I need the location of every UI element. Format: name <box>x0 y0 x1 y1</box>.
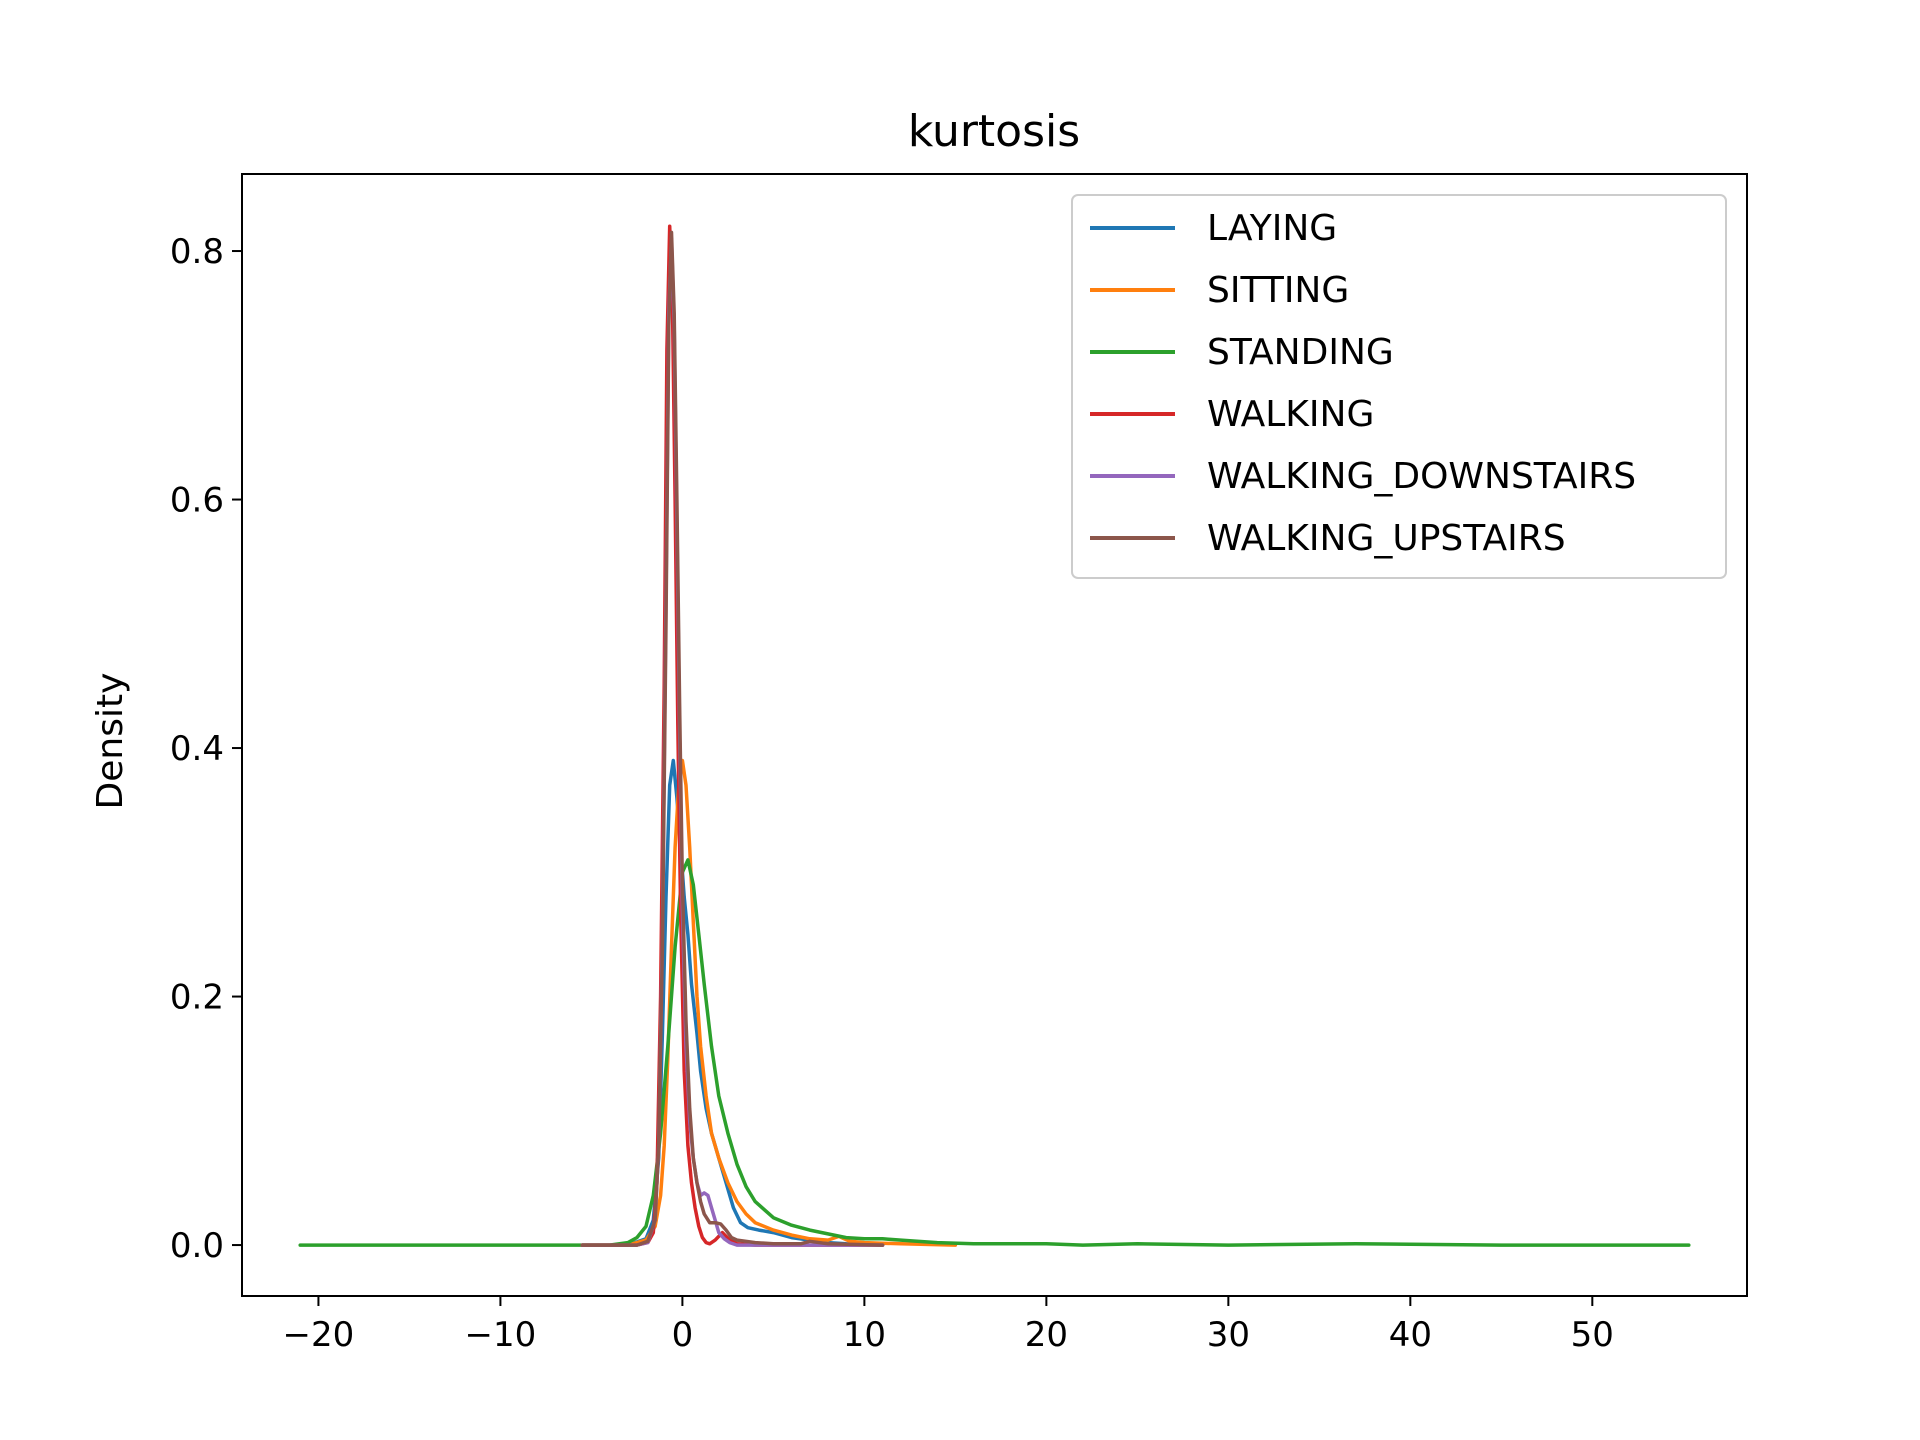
x-tick-label: −20 <box>283 1315 355 1355</box>
legend-label: LAYING <box>1207 208 1337 249</box>
y-tick-label: 0.6 <box>170 481 224 521</box>
x-tick-label: 30 <box>1207 1315 1250 1355</box>
x-tick-label: 50 <box>1571 1315 1614 1355</box>
x-tick-label: 20 <box>1025 1315 1068 1355</box>
series-line-sitting <box>580 758 958 1247</box>
legend-label: SITTING <box>1207 270 1349 311</box>
legend: LAYING SITTING STANDING WALKING WALKING_DOWN… <box>1071 194 1727 579</box>
legend-label: WALKING_UPSTAIRS <box>1207 518 1566 559</box>
plot-frame <box>241 173 1748 1297</box>
legend-box <box>1071 194 1727 579</box>
y-tick-label: 0.4 <box>170 729 224 769</box>
legend-label: STANDING <box>1207 332 1394 373</box>
x-tick-label: −10 <box>465 1315 537 1355</box>
y-axis-label: Density <box>90 673 131 810</box>
x-axis-ticks: −20 −10 0 10 20 30 40 50 <box>283 1296 1614 1355</box>
x-tick-label: 0 <box>672 1315 694 1355</box>
legend-label: WALKING_DOWNSTAIRS <box>1207 456 1636 497</box>
x-tick-label: 10 <box>843 1315 886 1355</box>
y-tick-label: 0.0 <box>170 1226 224 1266</box>
y-axis-ticks: 0.0 0.2 0.4 0.6 0.8 <box>170 232 242 1266</box>
y-tick-label: 0.2 <box>170 978 224 1018</box>
chart-title: kurtosis <box>908 106 1080 157</box>
x-tick-label: 40 <box>1389 1315 1432 1355</box>
y-tick-label: 0.8 <box>170 232 224 272</box>
series-layer <box>298 224 1691 1247</box>
legend-items: LAYING SITTING STANDING WALKING WALKING_DOWN… <box>1090 208 1636 559</box>
legend-label: WALKING <box>1207 394 1374 435</box>
series-line-walking-upstairs <box>580 230 885 1247</box>
